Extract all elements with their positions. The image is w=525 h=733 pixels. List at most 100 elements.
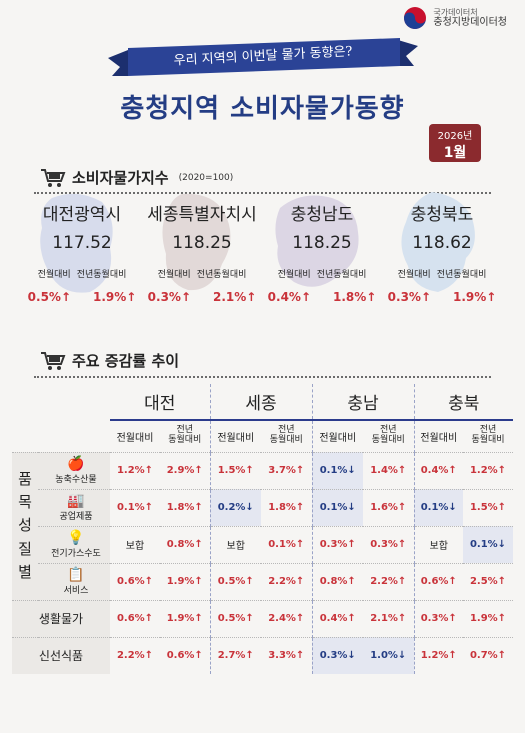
cell: 3.3%↑ xyxy=(261,636,312,674)
col-region-chungbuk: 충북 xyxy=(413,384,513,421)
date-year: 2026년 xyxy=(437,131,473,142)
cell: 0.1%↑ xyxy=(261,525,312,563)
region-v2: 1.8%↑ xyxy=(333,290,377,304)
table-row: 🏭 공업제품 0.1%↑ 1.8%↑ 0.2%↓ 1.8%↑ 0.1%↓ 1.6%… xyxy=(12,488,513,526)
cell: 0.5%↑ xyxy=(209,599,261,637)
cell: 1.9%↑ xyxy=(463,599,513,637)
col-sub-yoy: 전년 동월대비 xyxy=(371,425,405,446)
cell: 3.7%↑ xyxy=(261,451,312,489)
region-v1: 0.3%↑ xyxy=(387,290,431,304)
cell: 0.8%↑ xyxy=(311,562,363,600)
region-h2: 전년동월대비 xyxy=(196,270,247,280)
date-badge: 2026년 1월 xyxy=(429,124,481,162)
clipboard-icon: 📋 xyxy=(67,567,85,583)
region-v2: 1.9%↑ xyxy=(93,290,137,304)
table-row: 📋 서비스 0.6%↑ 1.9%↑ 0.5%↑ 2.2%↑ 0.8%↑ 2.2%↑… xyxy=(12,562,513,600)
col-sub-mom: 전월대비 xyxy=(209,420,261,452)
trend-section-header: 주요 증감률 추이 xyxy=(40,350,179,371)
table-row: 💡 전기가스수도 보합 0.8%↑ 보합 0.1%↑ 0.3%↑ 0.3%↑ 보합… xyxy=(12,525,513,563)
cell: 0.1%↓ xyxy=(311,488,363,526)
cell: 0.8%↑ xyxy=(160,525,210,563)
cell: 보합 xyxy=(110,525,160,563)
region-chungbuk: 충청북도 118.62 전월대비 전년동월대비 0.3%↑ 1.9%↑ xyxy=(382,192,502,304)
row-label-industrial: 🏭 공업제품 xyxy=(38,488,110,526)
row-label-living: 생활물가 xyxy=(12,599,110,637)
region-index: 118.25 xyxy=(172,233,232,253)
cell: 0.4%↑ xyxy=(413,451,463,489)
cell: 0.3%↑ xyxy=(413,599,463,637)
cell: 0.6%↑ xyxy=(110,562,160,600)
cell: 2.5%↑ xyxy=(463,562,513,600)
cell: 2.7%↑ xyxy=(209,636,261,674)
col-region-chungnam: 충남 xyxy=(311,384,414,421)
lightbulb-icon: 💡 xyxy=(67,530,85,546)
cell: 1.2%↑ xyxy=(413,636,463,674)
trend-section-label: 주요 증감률 추이 xyxy=(72,352,180,370)
cell: 1.0%↓ xyxy=(363,636,414,674)
cell: 1.8%↑ xyxy=(160,488,210,526)
col-sub-mom: 전월대비 xyxy=(413,420,463,452)
cpi-section-header: 소비자물가지수 (2020=100) xyxy=(40,167,233,188)
divider xyxy=(34,376,491,378)
region-h1: 전월대비 xyxy=(157,270,191,280)
col-sub-mom: 전월대비 xyxy=(311,420,363,452)
cell: 0.3%↓ xyxy=(311,636,363,674)
region-v1: 0.3%↑ xyxy=(147,290,191,304)
region-map-chungnam xyxy=(275,195,359,287)
cpi-section-base: (2020=100) xyxy=(178,172,234,183)
region-index: 118.25 xyxy=(292,233,352,253)
region-index: 117.52 xyxy=(52,233,112,253)
cell: 2.1%↑ xyxy=(363,599,414,637)
cell: 보합 xyxy=(413,525,463,563)
cell: 2.4%↑ xyxy=(261,599,312,637)
region-name: 충청남도 xyxy=(290,205,354,225)
row-label-agri: 🍎 농축수산물 xyxy=(38,451,110,489)
region-h2: 전년동월대비 xyxy=(436,270,487,280)
cell: 1.2%↑ xyxy=(110,451,160,489)
agency-name-top: 국가데이터처 xyxy=(433,7,478,17)
ribbon-shape-icon xyxy=(108,38,418,76)
table-row: 신선식품 2.2%↑ 0.6%↑ 2.7%↑ 3.3%↑ 0.3%↓ 1.0%↓… xyxy=(12,636,513,674)
cell: 0.1%↓ xyxy=(311,451,363,489)
region-daejeon: 대전광역시 117.52 전월대비 전년동월대비 0.5%↑ 1.9%↑ xyxy=(22,193,142,304)
region-h1: 전월대비 xyxy=(37,270,71,280)
region-v2: 1.9%↑ xyxy=(453,290,497,304)
taegeuk-emblem-icon xyxy=(404,7,427,29)
col-sub-yoy: 전년 동월대비 xyxy=(269,425,303,446)
region-h1: 전월대비 xyxy=(397,270,431,280)
fruit-icon: 🍎 xyxy=(67,456,85,472)
region-map-daejeon xyxy=(40,193,113,293)
region-v1: 0.5%↑ xyxy=(27,290,71,304)
row-label-services: 📋 서비스 xyxy=(38,562,110,600)
cell: 1.9%↑ xyxy=(160,562,210,600)
region-h2: 전년동월대비 xyxy=(76,270,127,280)
region-v1: 0.4%↑ xyxy=(267,290,311,304)
region-name: 대전광역시 xyxy=(42,205,122,225)
cell: 2.2%↑ xyxy=(363,562,414,600)
ribbon-banner: 우리 지역의 이번달 물가 동향은? xyxy=(108,36,418,80)
row-label-fresh: 신선식품 xyxy=(12,636,110,674)
cell: 2.2%↑ xyxy=(110,636,160,674)
region-h2: 전년동월대비 xyxy=(316,270,367,280)
cell: 0.1%↑ xyxy=(110,488,160,526)
shopping-cart-icon xyxy=(41,351,66,370)
agency-name-bottom: 충청지방데이터청 xyxy=(433,16,507,28)
trend-table: 대전 세종 충남 충북 전월대비 전년 동월대비 전월대비 전년 동월대비 전월대비… xyxy=(12,384,513,674)
cpi-section-label: 소비자물가지수 xyxy=(72,169,169,187)
cell: 0.6%↑ xyxy=(110,599,160,637)
cell: 0.1%↓ xyxy=(463,525,513,563)
cell: 0.6%↑ xyxy=(413,562,463,600)
cell: 보합 xyxy=(209,525,261,563)
cell: 0.5%↑ xyxy=(209,562,261,600)
page-title: 충청지역 소비자물가동향 xyxy=(120,94,405,124)
region-map-chungbuk xyxy=(401,192,475,292)
cell: 0.2%↓ xyxy=(209,488,261,526)
cell: 0.1%↓ xyxy=(413,488,463,526)
col-region-sejong: 세종 xyxy=(209,384,312,421)
cell: 1.6%↑ xyxy=(363,488,414,526)
col-sub-yoy: 전년 동월대비 xyxy=(471,425,505,446)
factory-icon: 🏭 xyxy=(67,493,85,509)
row-label-utilities: 💡 전기가스수도 xyxy=(38,525,110,563)
region-chungnam: 충청남도 118.25 전월대비 전년동월대비 0.4%↑ 1.8%↑ xyxy=(262,195,382,304)
